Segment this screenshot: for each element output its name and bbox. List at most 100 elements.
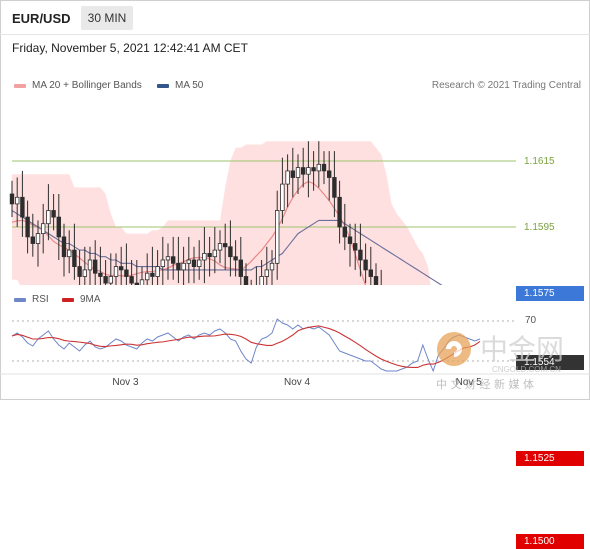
candle-body xyxy=(368,269,373,277)
candle-body xyxy=(72,249,77,268)
level-label-1.1615: 1.1615 xyxy=(524,156,555,167)
candle-body xyxy=(285,170,290,185)
legend-9ma: 9MA xyxy=(62,294,101,305)
level-label-1.1595: 1.1595 xyxy=(524,222,555,233)
candle-body xyxy=(14,196,20,205)
candle-body xyxy=(202,252,207,261)
candle-body xyxy=(352,243,358,251)
rsi-chart xyxy=(0,318,590,375)
candle-body xyxy=(20,196,25,218)
candle-body xyxy=(160,259,165,267)
candle-body xyxy=(306,167,311,175)
candle-body xyxy=(144,272,150,281)
level-label-1.1575: 1.1575 xyxy=(516,286,584,301)
candle-body xyxy=(113,266,119,277)
level-label-1.1554: 1.1554 xyxy=(516,355,584,371)
candle-body xyxy=(316,163,321,172)
legend-ma50: MA 50 xyxy=(157,80,203,91)
candle-body xyxy=(295,167,301,178)
candle-body xyxy=(150,272,155,277)
chart-datetime: Friday, November 5, 2021 12:42:41 AM CET xyxy=(12,41,248,55)
candle-body xyxy=(61,236,67,258)
candle-body xyxy=(165,256,171,261)
candle-body xyxy=(300,167,306,175)
level-label-1.1500: 1.1500 xyxy=(516,533,584,549)
timeframe-button[interactable]: 30 MIN xyxy=(81,6,133,30)
legend-9ma-label: 9MA xyxy=(80,294,101,305)
legend-ma20-label: MA 20 + Bollinger Bands xyxy=(32,80,142,91)
rsi-level-70: 70 xyxy=(525,315,537,326)
candle-body xyxy=(155,266,160,277)
candle-body xyxy=(280,183,285,211)
candle-body xyxy=(30,236,35,244)
candle-body xyxy=(337,196,342,228)
candle-body xyxy=(134,282,139,285)
x-tick-label: Nov 5 xyxy=(455,377,482,388)
watermark-tagline: 中 文 财 经 新 媒 体 xyxy=(436,377,534,391)
candle-body xyxy=(129,276,134,284)
candle-body xyxy=(93,259,98,274)
rsi-line xyxy=(11,318,481,373)
candle-body xyxy=(56,216,61,238)
x-tick-label: Nov 3 xyxy=(112,377,139,388)
candle-body xyxy=(9,193,15,205)
watermark-brand: 中金网 xyxy=(480,333,564,366)
candle-body xyxy=(124,269,129,277)
candle-body xyxy=(186,259,191,264)
candle-body xyxy=(222,243,228,248)
cngold-logo-icon xyxy=(437,332,471,366)
candle-body xyxy=(119,266,124,271)
candle-body xyxy=(51,210,56,218)
bollinger-band xyxy=(12,141,431,285)
candle-body xyxy=(217,243,223,251)
candle-body xyxy=(311,167,316,172)
candle-body xyxy=(108,276,113,284)
currency-pair-title: EUR/USD xyxy=(12,11,71,26)
cngold-logo-swirl xyxy=(446,341,462,357)
candle-body xyxy=(87,259,93,271)
candle-body xyxy=(274,210,280,264)
candle-body xyxy=(103,276,108,284)
cngold-watermark: 中金网 CNGOLD.COM.CN 中 文 财 经 新 媒 体 xyxy=(436,332,564,391)
candle-body xyxy=(332,177,337,198)
candle-body xyxy=(98,272,103,277)
candle-body xyxy=(347,236,353,244)
x-tick-label: Nov 4 xyxy=(284,377,311,388)
candle-body xyxy=(41,223,46,234)
ma20-swatch xyxy=(14,83,26,88)
candle-body xyxy=(181,262,186,271)
candle-body xyxy=(259,276,264,285)
candle-body xyxy=(321,163,327,172)
legend-ma50-label: MA 50 xyxy=(175,80,204,91)
candle-body xyxy=(139,279,145,285)
candle-body xyxy=(176,262,181,271)
price-chart xyxy=(9,141,516,285)
rsi-9ma-line xyxy=(11,325,481,368)
candle-body xyxy=(233,256,238,261)
9ma-swatch xyxy=(62,297,74,302)
watermark-site: CNGOLD.COM.CN xyxy=(492,365,561,374)
rsi-swatch xyxy=(14,297,26,302)
candle-body xyxy=(228,246,233,258)
legend-rsi: RSI xyxy=(14,294,49,305)
level-label-1.1525: 1.1525 xyxy=(516,451,584,466)
candle-body xyxy=(77,266,82,277)
candle-body xyxy=(326,170,332,178)
ma50-swatch xyxy=(157,83,169,88)
candle-body xyxy=(191,259,197,267)
candle-body xyxy=(264,269,269,277)
candle-body xyxy=(170,256,176,264)
candle-body xyxy=(269,262,275,271)
candle-body xyxy=(212,249,217,258)
candle-body xyxy=(238,259,243,277)
candle-body xyxy=(342,226,347,238)
candle-body xyxy=(207,252,212,258)
header-divider xyxy=(0,34,590,35)
candle-body xyxy=(196,259,202,267)
research-credit: Research © 2021 Trading Central xyxy=(431,80,581,91)
candle-body xyxy=(243,276,249,285)
candle-body xyxy=(25,216,30,238)
candle-body xyxy=(46,210,51,225)
legend-ma20: MA 20 + Bollinger Bands xyxy=(14,80,142,91)
candle-body xyxy=(358,249,363,261)
